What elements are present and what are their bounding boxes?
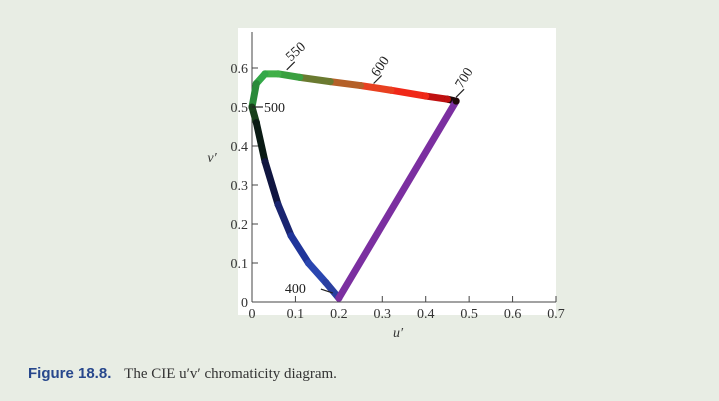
locus-segment (304, 259, 330, 286)
wavelength-tick (373, 75, 383, 84)
wavelength-label: 400 (285, 282, 306, 297)
y-tick-label: 0.4 (231, 140, 249, 155)
locus-segment (287, 232, 312, 267)
figure-number: Figure 18.8. (28, 365, 112, 382)
locus-segment (326, 78, 365, 90)
y-tick-label: 0.2 (231, 218, 249, 233)
locus-point (287, 232, 295, 240)
locus-segment (296, 73, 334, 86)
wavelength-label: 600 (369, 54, 393, 80)
y-tick-label: 0.5 (231, 101, 249, 116)
x-tick-label: 0.3 (374, 307, 392, 322)
chromaticity-chart: 0 0.1 0.2 0.3 0.4 0.5 0.6 0.7 0 0.1 0.2 0.3 0.4 0.5 0.… (207, 32, 565, 341)
locus-point (443, 95, 451, 103)
wavelength-tick (320, 288, 334, 294)
locus-segment (252, 119, 269, 166)
locus-point (252, 119, 260, 127)
wavelength-label: 700 (453, 66, 477, 92)
y-tick-label: 0.6 (231, 62, 249, 77)
locus-point (387, 86, 395, 94)
line-of-purples (335, 97, 460, 302)
wavelength-tick (455, 88, 465, 98)
y-axis-title: v′ (207, 151, 217, 166)
caption-text: The CIE u′v′ chromaticity diagram. (124, 366, 337, 382)
locus-segment (274, 70, 304, 81)
x-tick-label: 0.7 (547, 307, 565, 322)
locus-point (422, 92, 430, 100)
locus-segment (387, 86, 430, 100)
locus-point (322, 279, 330, 286)
wavelength-label: 550 (283, 40, 309, 65)
locus-point (357, 82, 365, 90)
x-tick-label: 0.5 (460, 307, 478, 322)
y-tick-label: 0.3 (231, 179, 249, 194)
x-tick-label: 0 (249, 307, 256, 322)
locus-segment (261, 158, 282, 208)
wavelength-tick (286, 61, 296, 71)
locus-point (261, 70, 269, 78)
locus-point (274, 201, 282, 208)
locus-point (326, 78, 334, 86)
locus-segment (422, 92, 451, 103)
x-tick-label: 0.6 (504, 307, 522, 322)
y-tick-label: 0.1 (231, 257, 249, 272)
locus-segment (248, 80, 260, 111)
wavelength-label: 500 (264, 101, 285, 116)
x-axis-title: u′ (393, 326, 404, 341)
x-tick-label: 0.4 (417, 307, 435, 322)
locus-point (296, 73, 304, 81)
figure-caption: Figure 18.8. The CIE u′v′ chromaticity d… (28, 364, 337, 383)
locus-point (452, 97, 460, 105)
locus-segment (274, 201, 295, 240)
locus-point (252, 80, 260, 88)
locus-segment (357, 82, 395, 94)
locus-point (261, 158, 269, 166)
locus-point (304, 259, 312, 267)
x-tick-label: 0.1 (287, 307, 305, 322)
y-tick-label: 0 (241, 296, 248, 311)
locus-point (274, 70, 282, 78)
x-tick-label: 0.2 (330, 307, 348, 322)
locus-point (335, 294, 343, 302)
